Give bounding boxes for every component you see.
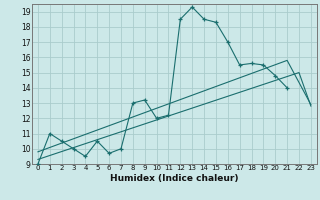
X-axis label: Humidex (Indice chaleur): Humidex (Indice chaleur) <box>110 174 239 183</box>
